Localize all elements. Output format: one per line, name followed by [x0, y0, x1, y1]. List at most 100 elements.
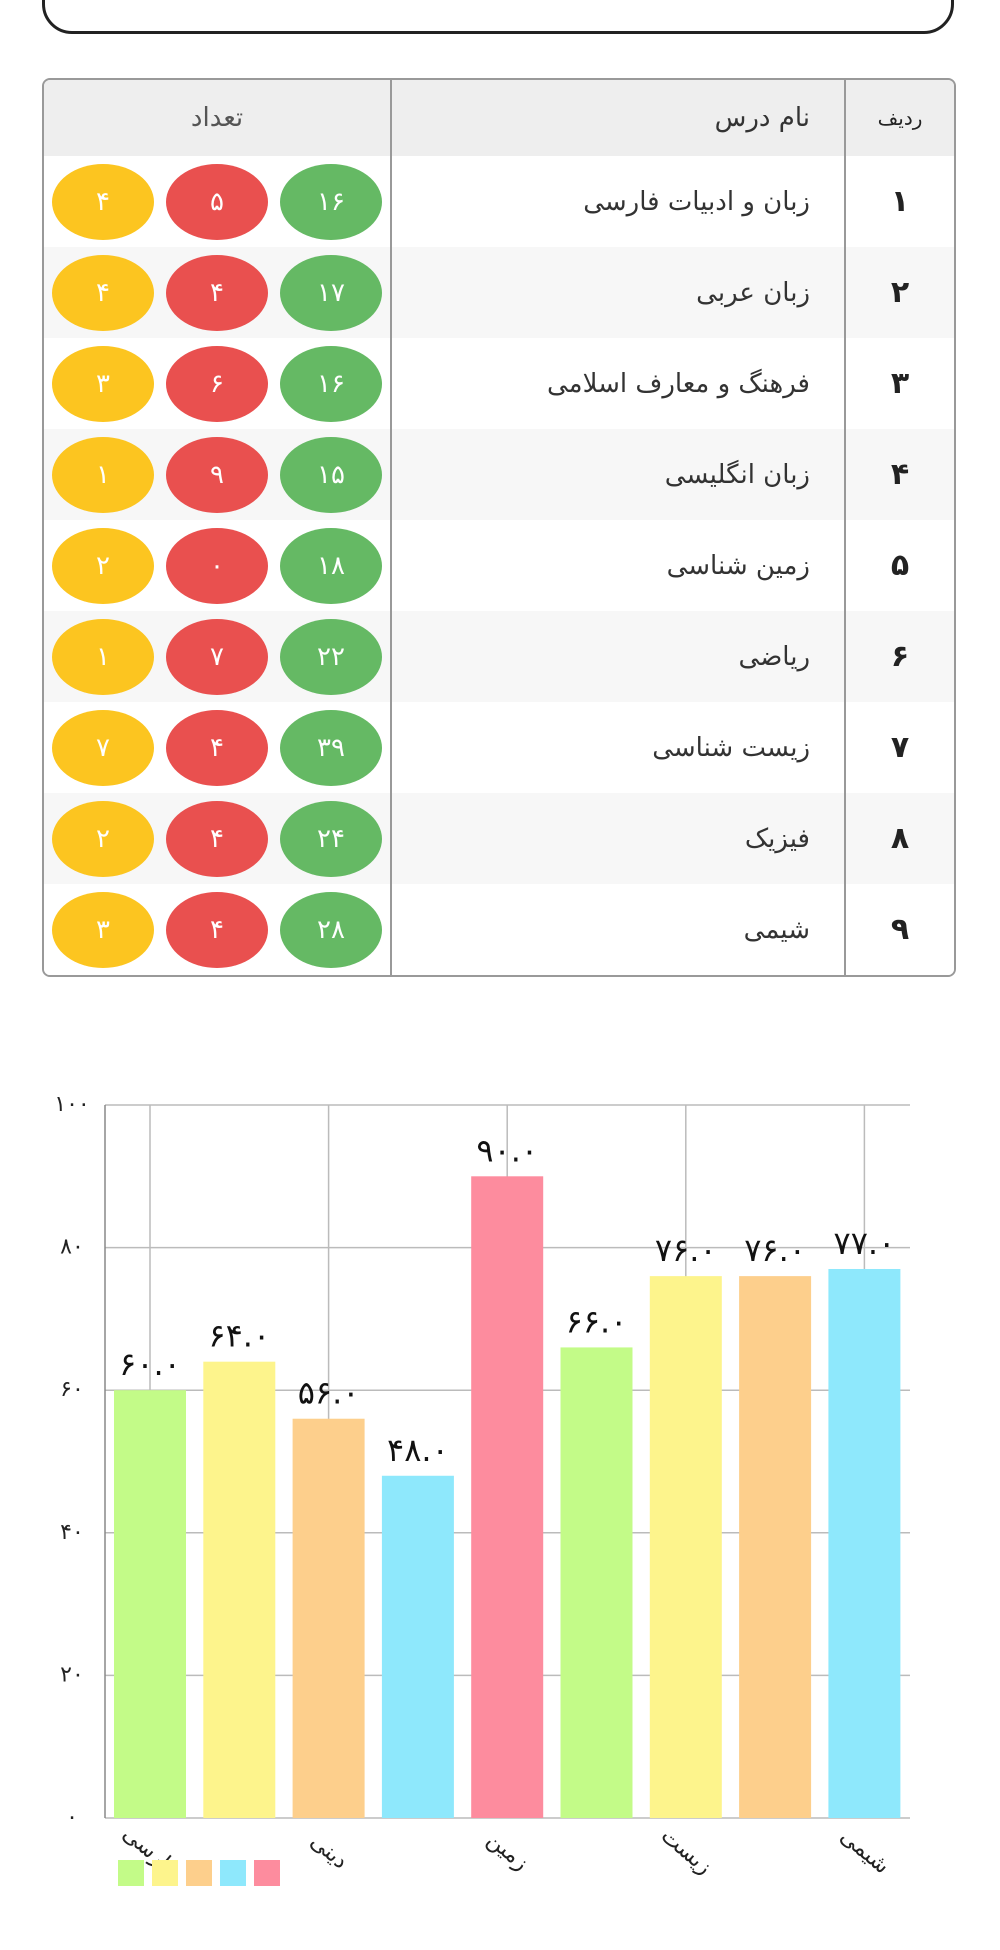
count-badge: ۴ — [52, 254, 154, 331]
value-label: ۷۶.۰ — [744, 1231, 806, 1269]
count-badge: ۵ — [166, 163, 268, 240]
count-badge: ۳ — [52, 345, 154, 422]
count-badge: ۳۹ — [280, 709, 382, 786]
count-badge: ۲ — [52, 527, 154, 604]
row-number: ۴ — [844, 429, 954, 520]
bar — [292, 1418, 365, 1818]
header-cell: ردیف — [844, 80, 954, 156]
row-number: ۸ — [844, 793, 954, 884]
y-tick-label: ۰ — [66, 1805, 78, 1830]
legend-swatch — [220, 1860, 246, 1886]
table-row: ۹ شیمی ۲۸ ۴ ۳ — [44, 884, 954, 975]
bar — [381, 1475, 454, 1818]
table-row: ۶ ریاضی ۲۲ ۷ ۱ — [44, 611, 954, 702]
value-label: ۶۰.۰ — [119, 1345, 181, 1383]
bar — [739, 1276, 812, 1818]
banner — [42, 0, 954, 34]
table-row: ۴ زبان انگلیسی ۱۵ ۹ ۱ — [44, 429, 954, 520]
chart: ۰۲۰۴۰۶۰۸۰۱۰۰۶۰.۰فارسی۶۴.۰۵۶.۰دینی۴۸.۰۹۰.… — [54, 1092, 910, 1886]
count-badge: ۱۶ — [280, 345, 382, 422]
subject-name: زمین شناسی — [390, 520, 844, 611]
y-tick-label: ۴۰ — [60, 1520, 84, 1545]
bar — [828, 1268, 901, 1818]
count-badge: ۲۸ — [280, 891, 382, 968]
count-badge: ۱ — [52, 618, 154, 695]
table-row: ۵ زمین شناسی ۱۸ ۰ ۲ — [44, 520, 954, 611]
count-badge: ۱۸ — [280, 527, 382, 604]
row-number: ۶ — [844, 611, 954, 702]
value-label: ۶۴.۰ — [208, 1317, 270, 1355]
value-label: ۵۶.۰ — [298, 1374, 360, 1412]
header-cell: نام درس — [390, 80, 844, 156]
x-tick-label: زیست — [656, 1823, 716, 1879]
count-cell: ۲۲ ۷ ۱ — [44, 611, 390, 702]
table-row: ۷ زیست شناسی ۳۹ ۴ ۷ — [44, 702, 954, 793]
legend-swatch — [118, 1860, 144, 1886]
count-cell: ۳۹ ۴ ۷ — [44, 702, 390, 793]
count-badge: ۹ — [166, 436, 268, 513]
count-badge: ۷ — [52, 709, 154, 786]
count-badge: ۴ — [166, 800, 268, 877]
row-number: ۳ — [844, 338, 954, 429]
count-cell: ۲۴ ۴ ۲ — [44, 793, 390, 884]
count-cell: ۱۵ ۹ ۱ — [44, 429, 390, 520]
legend-swatch — [152, 1860, 178, 1886]
table: ردیف نام درس تعداد ۱ زبان و ادبیات فارسی ۱۶ ۵ ۴… — [42, 78, 956, 977]
bar — [560, 1347, 633, 1818]
row-number: ۷ — [844, 702, 954, 793]
count-badge: ۲۴ — [280, 800, 382, 877]
count-badge: ۱۵ — [280, 436, 382, 513]
count-cell: ۱۶ ۶ ۳ — [44, 338, 390, 429]
header-row: ردیف نام درس تعداد — [44, 80, 954, 156]
subject-name: زبان انگلیسی — [390, 429, 844, 520]
count-badge: ۴ — [166, 254, 268, 331]
count-badge: ۶ — [166, 345, 268, 422]
subject-name: زبان و ادبیات فارسی — [390, 156, 844, 247]
x-tick-label: زمین — [482, 1827, 533, 1876]
count-cell: ۱۶ ۵ ۴ — [44, 156, 390, 247]
table-row: ۱ زبان و ادبیات فارسی ۱۶ ۵ ۴ — [44, 156, 954, 247]
count-badge: ۴ — [166, 891, 268, 968]
subject-name: شیمی — [390, 884, 844, 975]
count-badge: ۱۷ — [280, 254, 382, 331]
count-badge: ۳ — [52, 891, 154, 968]
y-tick-label: ۲۰ — [60, 1662, 84, 1687]
x-tick-label: دینی — [305, 1829, 352, 1874]
count-badge: ۲۲ — [280, 618, 382, 695]
count-badge: ۷ — [166, 618, 268, 695]
count-badge: ۱۶ — [280, 163, 382, 240]
row-number: ۱ — [844, 156, 954, 247]
bar — [649, 1276, 722, 1818]
subject-name: فیزیک — [390, 793, 844, 884]
row-number: ۲ — [844, 247, 954, 338]
count-badge: ۱ — [52, 436, 154, 513]
subject-name: ریاضی — [390, 611, 844, 702]
subject-name: فرهنگ و معارف اسلامی — [390, 338, 844, 429]
row-number: ۹ — [844, 884, 954, 975]
row-number: ۵ — [844, 520, 954, 611]
table-row: ۸ فیزیک ۲۴ ۴ ۲ — [44, 793, 954, 884]
subject-name: زیست شناسی — [390, 702, 844, 793]
legend-swatch — [254, 1860, 280, 1886]
header-cell: تعداد — [190, 103, 244, 133]
table-row: ۲ زبان عربی ۱۷ ۴ ۴ — [44, 247, 954, 338]
count-cell: ۱۸ ۰ ۲ — [44, 520, 390, 611]
count-cell: ۲۸ ۴ ۳ — [44, 884, 390, 975]
value-label: ۷۶.۰ — [655, 1231, 717, 1269]
y-tick-label: ۶۰ — [60, 1377, 84, 1402]
bar — [203, 1361, 276, 1818]
value-label: ۹۰.۰ — [476, 1131, 538, 1169]
subject-name: زبان عربی — [390, 247, 844, 338]
value-label: ۶۶.۰ — [566, 1302, 628, 1340]
count-cell: ۱۷ ۴ ۴ — [44, 247, 390, 338]
bar — [471, 1176, 544, 1818]
count-badge: ۴ — [166, 709, 268, 786]
bar — [114, 1390, 186, 1818]
count-badge: ۴ — [52, 163, 154, 240]
y-tick-label: ۸۰ — [60, 1235, 84, 1260]
y-tick-label: ۱۰۰ — [54, 1092, 89, 1117]
value-label: ۷۷.۰ — [834, 1224, 896, 1262]
count-badge: ۲ — [52, 800, 154, 877]
legend-swatch — [186, 1860, 212, 1886]
